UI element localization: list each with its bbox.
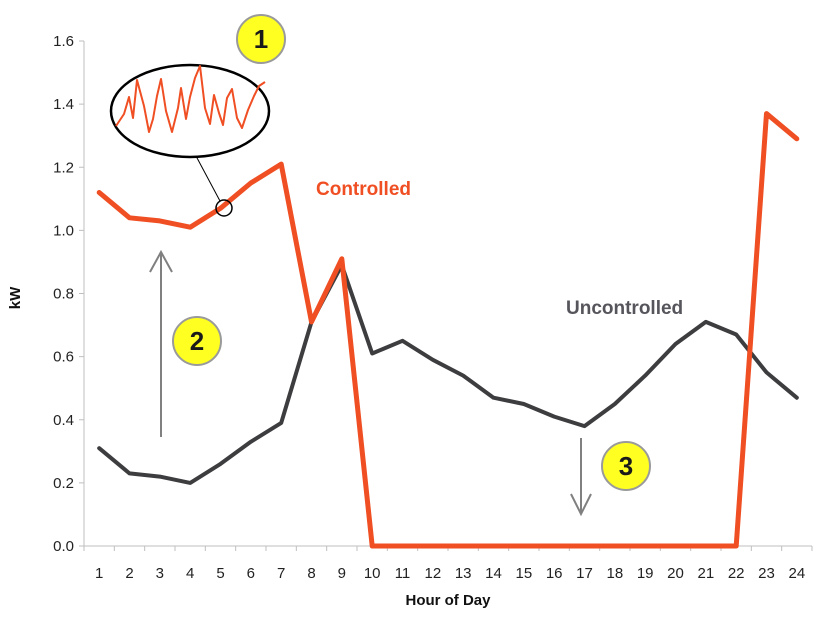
series-layer [96, 111, 800, 549]
zoom-point-marker [215, 199, 233, 217]
zoom-ellipse [109, 63, 271, 159]
y-tick-label: 1.2 [53, 159, 74, 176]
y-tick-label: 1.4 [53, 96, 74, 113]
badge-2-label: 2 [190, 326, 204, 356]
x-tick-label: 1 [95, 565, 103, 582]
y-tick-label: 0.4 [53, 412, 74, 429]
zoom-connector [195, 155, 221, 202]
x-tick-label: 5 [216, 565, 224, 582]
y-tick-label: 1.6 [53, 33, 74, 50]
x-tick-label: 21 [697, 565, 714, 582]
axes: 0.00.20.40.60.81.01.21.41.61 2 3 4 5 6 7 8 9 10 11… [53, 33, 813, 582]
x-tick-label: 2 [125, 565, 133, 582]
x-tick-label: 20 [667, 565, 684, 582]
x-tick-label: 22 [728, 565, 745, 582]
badge-3-label: 3 [619, 451, 633, 481]
x-tick-label: 9 [338, 565, 346, 582]
zoom-squiggle [115, 65, 266, 133]
x-tick-label: 12 [424, 565, 441, 582]
x-tick-label: 8 [307, 565, 315, 582]
x-tick-label: 17 [576, 565, 593, 582]
badge-2-circle [172, 316, 222, 366]
down-arrow-head [570, 493, 592, 517]
x-tick-label: 14 [485, 565, 502, 582]
series-label-uncontrolled: Uncontrolled [566, 298, 683, 319]
badge-3-circle [601, 441, 651, 491]
x-tick-label: 7 [277, 565, 285, 582]
series-label-controlled: Controlled [316, 179, 411, 200]
annotations: 1 2 3 [109, 14, 651, 517]
x-tick-label: 23 [758, 565, 775, 582]
up-arrow-head [149, 249, 173, 273]
series-line-controlled [96, 111, 800, 549]
x-tick-label: 15 [515, 565, 532, 582]
y-axis-title: kW [7, 286, 24, 309]
x-tick-label: 3 [156, 565, 164, 582]
x-tick-label: 11 [395, 565, 411, 582]
x-tick-label: 10 [364, 565, 381, 582]
y-tick-label: 0.2 [53, 475, 74, 492]
badge-1-circle [236, 14, 286, 64]
x-tick-label: 24 [788, 565, 805, 582]
x-tick-label: 13 [455, 565, 472, 582]
x-tick-label: 4 [186, 565, 194, 582]
x-tick-label: 19 [637, 565, 654, 582]
y-tick-label: 0.0 [53, 538, 74, 555]
x-tick-label: 6 [247, 565, 255, 582]
y-tick-label: 1.0 [53, 222, 74, 239]
y-tick-label: 0.8 [53, 286, 74, 303]
badge-1-label: 1 [254, 24, 268, 54]
x-axis-title: Hour of Day [405, 592, 491, 609]
y-tick-label: 0.6 [53, 349, 74, 366]
x-tick-label: 16 [546, 565, 563, 582]
series-line-uncontrolled [97, 263, 799, 485]
x-tick-label: 18 [606, 565, 623, 582]
